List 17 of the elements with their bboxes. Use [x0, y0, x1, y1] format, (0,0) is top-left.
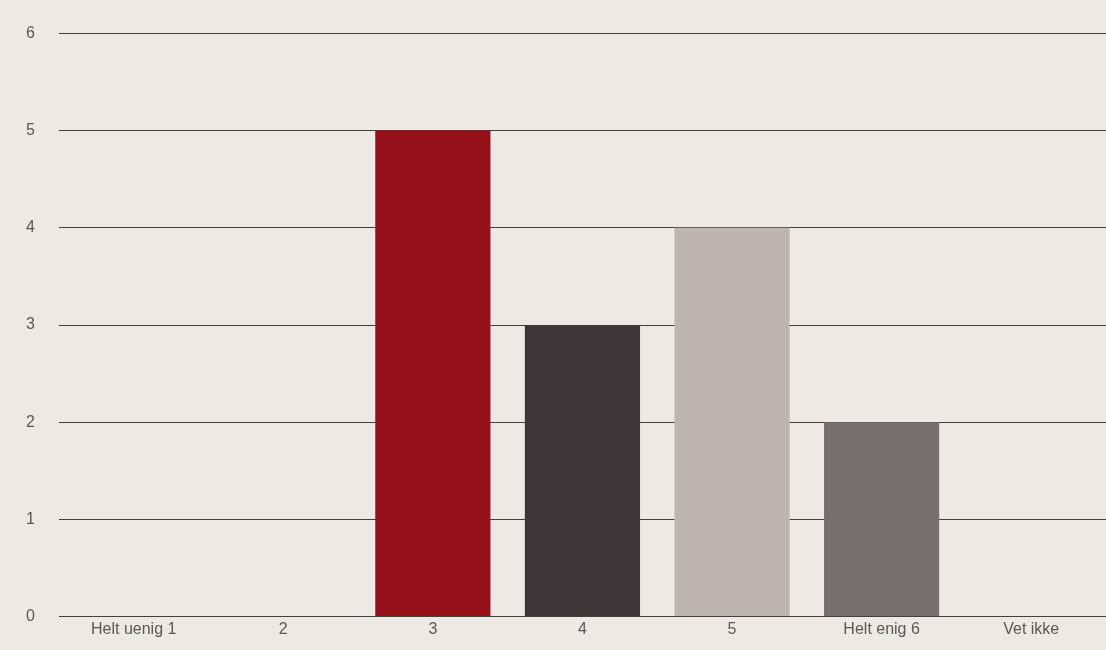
bar — [674, 227, 790, 616]
y-tick-label: 2 — [25, 412, 35, 430]
x-tick-label: Helt enig 6 — [843, 620, 920, 638]
bar — [824, 422, 940, 616]
x-tick-label: Helt uenig 1 — [91, 620, 177, 638]
x-tick-label: Vet ikke — [1003, 620, 1060, 638]
y-tick-label: 1 — [25, 509, 35, 527]
x-tick-label: 5 — [727, 620, 737, 638]
y-tick-label: 4 — [25, 218, 35, 236]
bar — [375, 130, 491, 616]
y-tick-label: 3 — [25, 315, 35, 333]
x-tick-label: 4 — [578, 620, 587, 638]
x-tick-label: 2 — [278, 620, 288, 638]
x-tick-label: 3 — [428, 620, 438, 638]
y-tick-label: 0 — [25, 606, 35, 624]
y-tick-label: 5 — [25, 121, 35, 139]
y-tick-label: 6 — [25, 24, 35, 42]
